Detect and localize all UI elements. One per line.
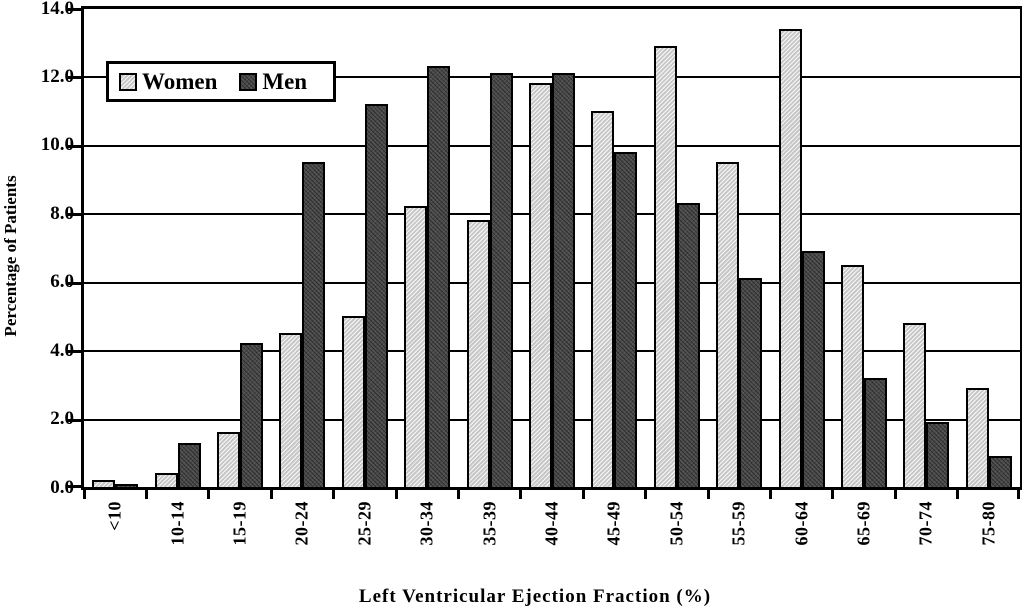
x-tick-11 (768, 488, 772, 499)
bar-women-60-64 (778, 29, 802, 487)
bar-men-60-64 (801, 251, 825, 487)
bar-women-65-69 (841, 265, 864, 487)
bar-women-40-44 (529, 83, 552, 487)
legend-label-women: Women (142, 69, 218, 94)
y-tick-label-2.0: 2.0 (50, 408, 74, 430)
x-tick-12 (831, 488, 835, 499)
bar-women-70-74 (903, 323, 927, 487)
x-tick-8 (581, 488, 585, 499)
x-tick-label-65-69: 65-69 (853, 501, 874, 546)
bar-men-35-39 (489, 73, 513, 487)
x-tick-label-10-14: 10-14 (167, 501, 188, 546)
bar-women-30-34 (404, 206, 428, 487)
x-tick-0 (82, 488, 86, 499)
x-tick-4 (332, 488, 336, 499)
x-tick-label-15-19: 15-19 (229, 501, 250, 546)
x-tick-label-20-24: 20-24 (291, 501, 312, 546)
bar-women-35-39 (466, 220, 490, 487)
x-tick-label-30-34: 30-34 (416, 501, 437, 546)
x-tick-label-40-44: 40-44 (541, 501, 562, 546)
y-tick-4 (68, 350, 81, 354)
bar-men-40-44 (552, 73, 575, 487)
x-axis-title: Left Ventricular Ejection Fraction (%) (358, 586, 712, 607)
x-tick-label-45-49: 45-49 (603, 501, 624, 546)
y-tick-label-14.0: 14.0 (40, 0, 74, 19)
x-tick-label-25-29: 25-29 (354, 501, 375, 546)
x-tick-10 (706, 488, 710, 499)
bar-men-<10 (115, 484, 139, 487)
bar-women-20-24 (279, 333, 303, 487)
bar-men-15-19 (240, 343, 263, 487)
bar-men-70-74 (926, 422, 950, 487)
x-tick-1 (144, 488, 148, 499)
y-tick-10 (68, 144, 81, 148)
legend: Women Men (106, 61, 336, 102)
bar-women-50-54 (653, 46, 677, 487)
x-tick-3 (269, 488, 273, 499)
y-tick-label-10.0: 10.0 (40, 134, 74, 156)
bar-women-55-59 (716, 162, 740, 487)
y-tick-0 (68, 485, 81, 488)
bar-men-50-54 (676, 203, 700, 487)
x-tick-9 (644, 488, 648, 499)
x-tick-label-50-54: 50-54 (666, 501, 687, 546)
bar-women-75-80 (965, 388, 989, 487)
y-tick-12 (68, 76, 81, 80)
bar-women-<10 (92, 480, 116, 487)
x-tick-label-55-59: 55-59 (728, 501, 749, 546)
legend-swatch-women (119, 72, 137, 91)
x-tick-15 (1016, 488, 1020, 499)
bar-men-45-49 (614, 152, 638, 487)
y-tick-label-6.0: 6.0 (50, 271, 74, 293)
bar-men-10-14 (177, 443, 201, 487)
bar-men-75-80 (988, 456, 1012, 487)
x-tick-2 (207, 488, 211, 499)
x-tick-13 (893, 488, 897, 499)
y-tick-8 (68, 213, 81, 217)
x-tick-7 (519, 488, 523, 499)
y-tick-label-0.0: 0.0 (50, 476, 74, 498)
bar-women-25-29 (341, 316, 365, 487)
bar-men-25-29 (364, 104, 388, 487)
x-tick-14 (956, 488, 960, 499)
y-tick-6 (68, 281, 81, 285)
x-tick-label-35-39: 35-39 (479, 501, 500, 546)
bar-women-15-19 (217, 432, 240, 487)
x-tick-5 (394, 488, 398, 499)
y-tick-14 (68, 8, 81, 11)
y-tick-label-8.0: 8.0 (50, 202, 74, 224)
y-tick-label-4.0: 4.0 (50, 339, 74, 361)
x-tick-label-60-64: 60-64 (791, 501, 812, 546)
x-tick-label-70-74: 70-74 (915, 501, 936, 546)
bar-men-20-24 (302, 162, 326, 487)
legend-label-men: Men (262, 69, 308, 94)
bar-men-55-59 (739, 278, 763, 487)
bar-men-30-34 (427, 66, 451, 487)
y-tick-2 (68, 418, 81, 422)
y-tick-label-12.0: 12.0 (40, 65, 74, 87)
x-tick-label-<10: <10 (104, 501, 125, 531)
bar-women-10-14 (154, 473, 178, 487)
plot-area (68, 6, 1022, 499)
x-tick-6 (456, 488, 460, 499)
bar-women-45-49 (591, 111, 615, 487)
y-axis-title: Percentage of Patients (1, 175, 20, 337)
x-tick-label-75-80: 75-80 (978, 501, 999, 546)
legend-swatch-men (239, 72, 258, 91)
bar-men-65-69 (864, 378, 887, 487)
